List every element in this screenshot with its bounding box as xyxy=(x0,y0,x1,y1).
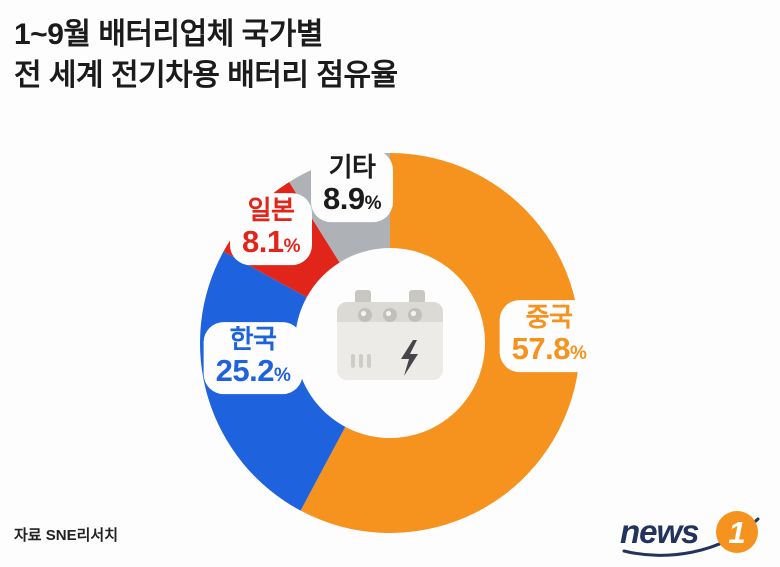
segment-name: 일본 xyxy=(247,195,295,226)
logo-badge-number: 1 xyxy=(728,515,745,550)
segment-value: 25.2 xyxy=(215,353,275,389)
logo-text: news xyxy=(620,513,699,550)
segment-value: 8.1 xyxy=(241,224,284,260)
segment-value: 57.8 xyxy=(511,331,571,367)
segment-unit: % xyxy=(273,365,291,387)
segment-label-others: 기타 8.9% xyxy=(310,150,394,222)
segment-unit: % xyxy=(569,343,587,365)
battery-icon xyxy=(337,290,443,380)
segment-name: 한국 xyxy=(229,324,277,355)
segment-name: 중국 xyxy=(525,302,573,333)
segment-value: 8.9 xyxy=(322,181,365,217)
news1-logo: news 1 xyxy=(620,511,760,557)
logo-badge-circle xyxy=(716,511,758,553)
title-line-2: 전 세계 전기차용 배터리 점유율 xyxy=(14,59,398,93)
segment-name: 기타 xyxy=(328,152,376,183)
title-line-1: 1~9월 배터리업체 국가별 xyxy=(14,18,323,51)
page-title: 1~9월 배터리업체 국가별 전 세계 전기차용 배터리 점유율 xyxy=(14,14,398,97)
donut-segment xyxy=(300,153,580,533)
segment-label-korea: 한국 25.2% xyxy=(203,322,303,394)
segment-label-japan: 일본 8.1% xyxy=(229,193,313,265)
segment-unit: % xyxy=(364,193,382,215)
source-credit: 자료 SNE리서치 xyxy=(14,527,119,544)
segment-unit: % xyxy=(283,236,301,258)
segment-label-china: 중국 57.8% xyxy=(499,300,599,372)
